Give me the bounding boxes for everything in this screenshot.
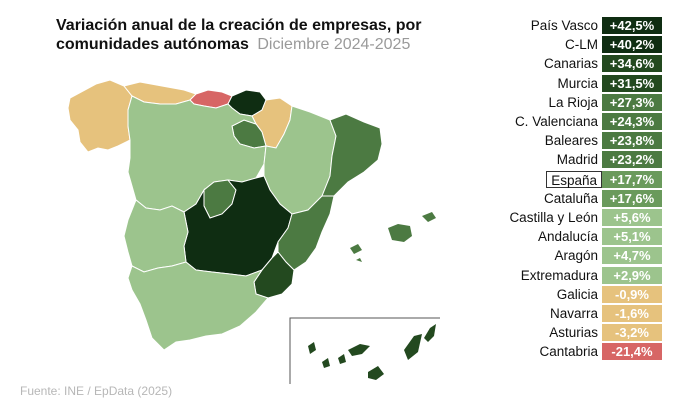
ranking-value-badge: +4,7% [602, 247, 662, 265]
region-baleares-ibiza [350, 244, 362, 254]
ranking-value-badge: +5,1% [602, 228, 662, 246]
ranking-value-badge: +23,8% [602, 132, 662, 150]
ranking-row: Castilla y León +5,6% [500, 208, 662, 227]
ranking-value-badge: +23,2% [602, 151, 662, 169]
ranking-region-label: Navarra [549, 305, 598, 321]
ranking-row: C. Valenciana +24,3% [500, 112, 662, 131]
ranking-region-label: Extremadura [520, 267, 598, 283]
ranking-region-label: La Rioja [548, 94, 598, 110]
canarias-inset-frame [289, 317, 440, 384]
ranking-region-label: Baleares [544, 133, 598, 149]
ranking-value-badge: +17,7% [602, 170, 662, 188]
ranking-row: Aragón +4,7% [500, 246, 662, 265]
ranking-region-label: Cataluña [543, 190, 598, 206]
ranking-region-label: Cantabria [539, 344, 598, 360]
ranking-region-label: Andalucía [537, 229, 598, 245]
ranking-region-label: Asturias [549, 325, 598, 341]
ranking-region-label: Madrid [556, 152, 598, 168]
region-baleares [388, 224, 412, 242]
ranking-row: País Vasco +42,5% [500, 16, 662, 35]
ranking-row: Andalucía +5,1% [500, 227, 662, 246]
ranking-region-label: C-LM [565, 37, 598, 53]
ranking-region-label: Aragón [554, 248, 598, 264]
ranking-region-label: Canarias [543, 56, 598, 72]
ranking-row: Extremadura +2,9% [500, 265, 662, 284]
ranking-value-badge: -21,4% [602, 343, 662, 361]
ranking-value-badge: +27,3% [602, 93, 662, 111]
ranking-region-label: País Vasco [530, 18, 598, 34]
ranking-value-badge: +34,6% [602, 55, 662, 73]
ranking-value-badge: +2,9% [602, 266, 662, 284]
ranking-value-badge: +24,3% [602, 113, 662, 131]
ranking-row: Asturias -3,2% [500, 323, 662, 342]
ranking-region-label: España [546, 170, 602, 188]
region-andalucia [127, 261, 269, 351]
ranking-value-badge: -1,6% [602, 304, 662, 322]
source-note: Fuente: INE / EpData (2025) [20, 384, 173, 398]
ranking-row: Murcia +31,5% [500, 74, 662, 93]
region-cataluna [321, 113, 383, 197]
ranking-row: Cataluña +17,6% [500, 189, 662, 208]
ranking-row: España +17,7% [500, 170, 662, 189]
ranking-region-label: Castilla y León [509, 209, 598, 225]
ranking-region-label: Murcia [557, 75, 598, 91]
spain-map [67, 79, 440, 384]
ranking-row: Navarra -1,6% [500, 304, 662, 323]
ranking-row: Cantabria -21,4% [500, 342, 662, 361]
ranking-value-badge: +40,2% [602, 36, 662, 54]
ranking-row: Baleares +23,8% [500, 131, 662, 150]
ranking-table: País Vasco +42,5% C-LM +40,2% Canarias +34,6%… [500, 16, 662, 361]
ranking-row: Canarias +34,6% [500, 54, 662, 73]
ranking-row: C-LM +40,2% [500, 35, 662, 54]
ranking-row: La Rioja +27,3% [500, 93, 662, 112]
ranking-value-badge: +5,6% [602, 208, 662, 226]
ranking-value-badge: +42,5% [602, 17, 662, 35]
region-extremadura [123, 199, 189, 273]
region-baleares-formentera [356, 258, 362, 262]
region-canarias [308, 324, 436, 380]
subtitle-text: Diciembre 2024-2025 [257, 36, 411, 53]
title-text: Variación anual de la creación de empres… [56, 17, 422, 53]
chart-title: Variación anual de la creación de empres… [56, 16, 456, 54]
ranking-region-label: Galicia [556, 286, 598, 302]
ranking-value-badge: -3,2% [602, 324, 662, 342]
ranking-value-badge: +31,5% [602, 74, 662, 92]
ranking-region-label: C. Valenciana [514, 114, 598, 130]
region-galicia [67, 79, 133, 153]
ranking-value-badge: +17,6% [602, 189, 662, 207]
region-baleares-menorca [422, 212, 436, 222]
ranking-row: Galicia -0,9% [500, 285, 662, 304]
ranking-row: Madrid +23,2% [500, 150, 662, 169]
ranking-value-badge: -0,9% [602, 285, 662, 303]
